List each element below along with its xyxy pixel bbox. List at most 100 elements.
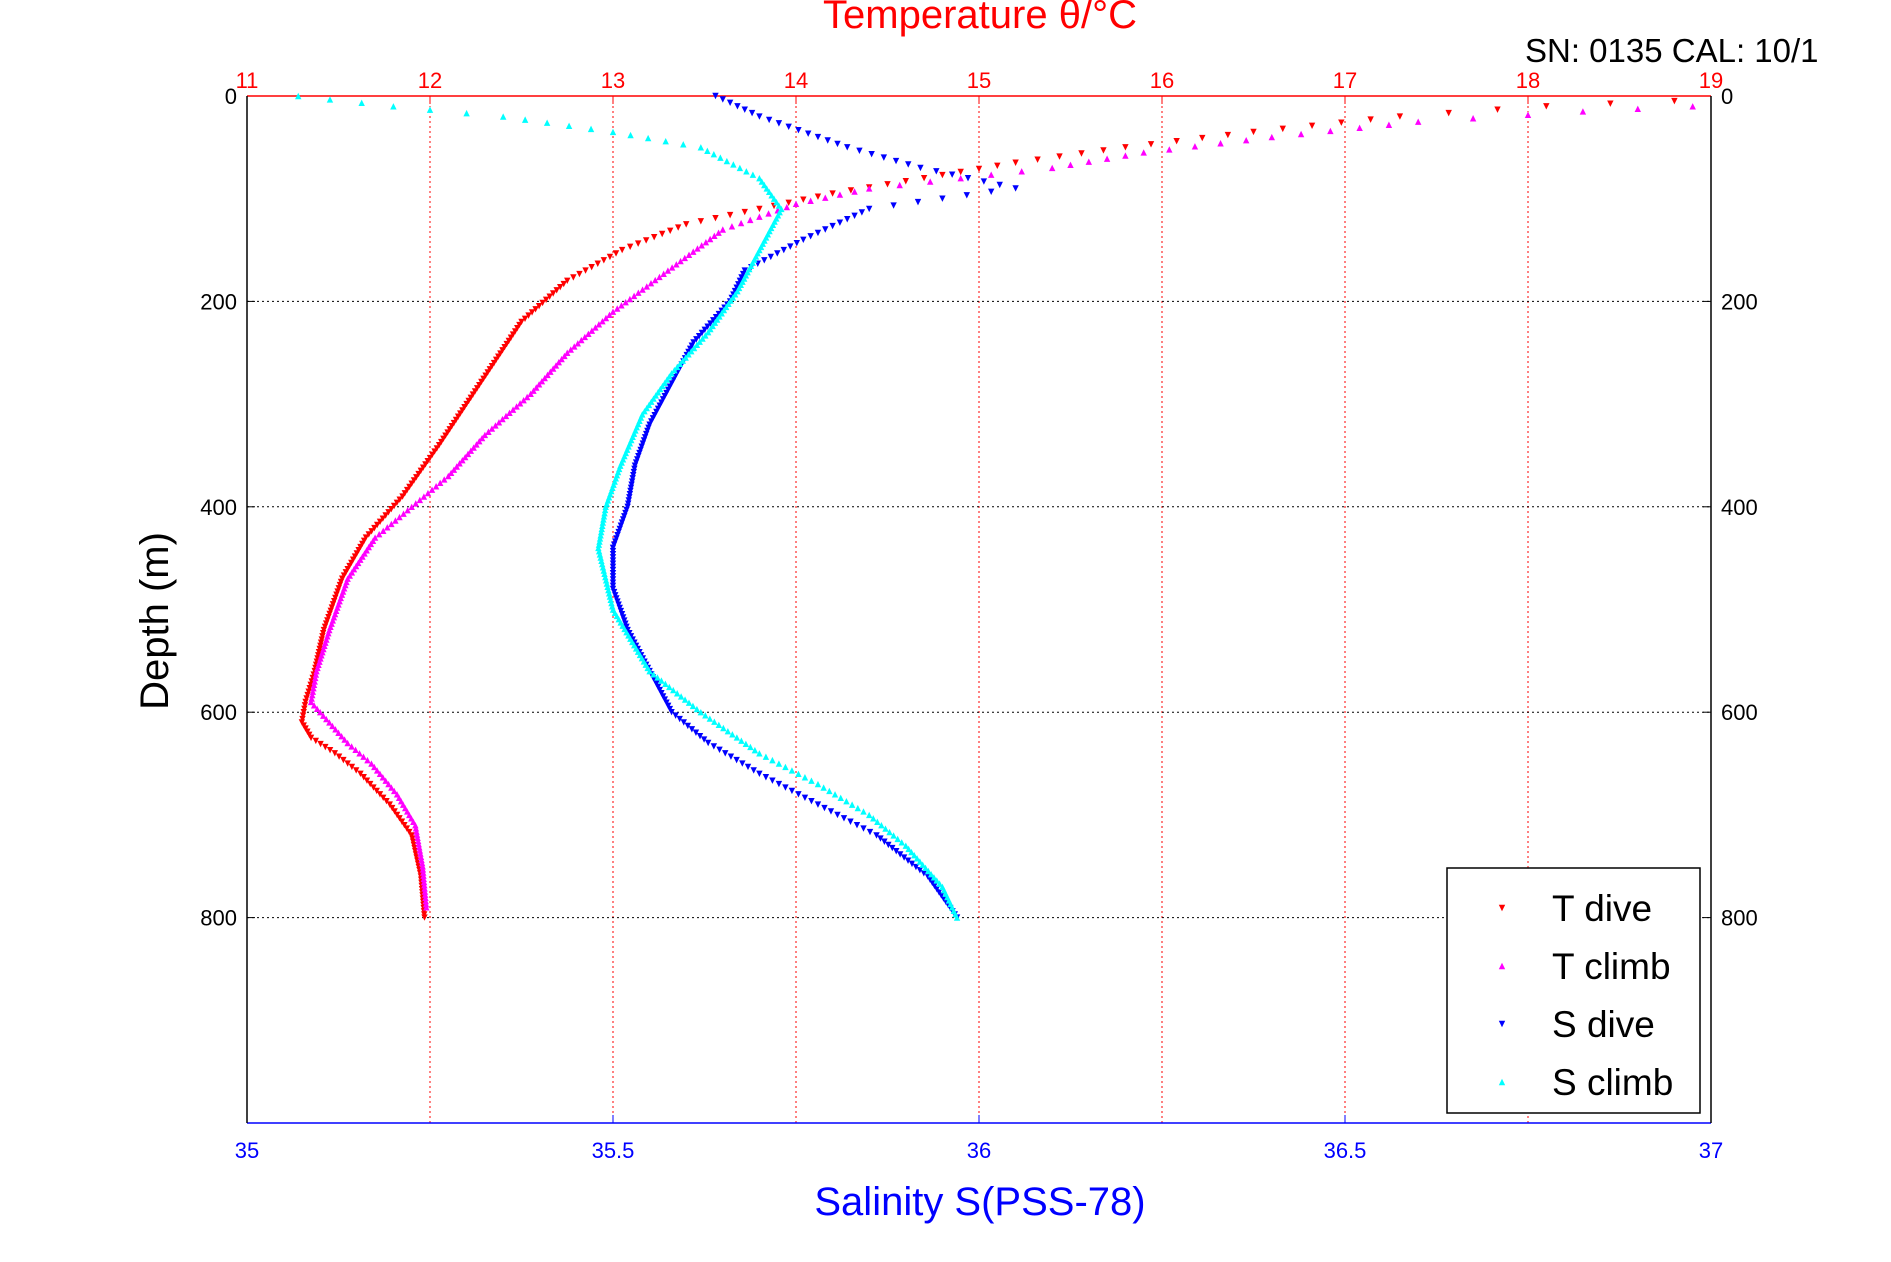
s-dive-point	[722, 750, 729, 757]
t-climb-point	[1166, 146, 1173, 153]
t-climb-point	[335, 729, 342, 736]
t-dive-point	[800, 196, 807, 203]
s-dive-point	[920, 870, 928, 877]
t-climb-point	[420, 872, 427, 879]
t-climb-point	[413, 831, 421, 838]
s-dive-point	[795, 791, 802, 798]
s-climb-point	[681, 696, 689, 703]
s-climb-point	[723, 157, 731, 165]
depth-tick-label: 200	[200, 289, 237, 314]
s-climb-point	[749, 171, 757, 178]
s-dive-point	[801, 794, 809, 801]
t-dive-point	[302, 698, 309, 706]
t-climb-point	[338, 732, 345, 740]
s-climb-point	[676, 360, 684, 368]
t-climb-point	[509, 406, 517, 413]
s-dive-point	[738, 274, 745, 281]
t-climb-point	[547, 368, 554, 375]
s-dive-point	[908, 860, 916, 868]
t-dive-point	[1250, 128, 1257, 136]
t-climb-point	[323, 715, 330, 723]
s-dive-point	[963, 192, 970, 199]
t-dive-point	[373, 787, 380, 795]
chart-title: Temperature θ/°C	[823, 0, 1137, 37]
s-climb-point	[773, 198, 780, 206]
t-dive-point	[1147, 141, 1155, 148]
t-climb-point	[485, 428, 492, 435]
s-dive-point	[800, 236, 807, 243]
s-climb-point	[808, 777, 815, 784]
s-climb-point	[689, 702, 697, 710]
t-dive-point	[697, 218, 705, 225]
s-climb-point	[673, 363, 681, 371]
s-dive-point	[719, 96, 726, 103]
t-climb-point	[461, 453, 469, 461]
t-climb-point	[564, 349, 571, 356]
s-climb-point	[729, 731, 736, 738]
s-dive-point	[905, 161, 912, 168]
t-climb-point	[481, 431, 489, 439]
t-dive-point	[433, 445, 441, 452]
t-climb-point	[719, 226, 726, 233]
s-dive-point	[1012, 185, 1019, 192]
t-climb-point	[506, 409, 513, 416]
s-dive-point	[834, 140, 841, 148]
s-climb-point	[801, 774, 809, 781]
s-climb-point	[650, 671, 657, 678]
t-dive-point	[785, 199, 792, 207]
t-climb-point	[1327, 127, 1334, 135]
s-dive-point	[851, 212, 858, 220]
s-dive-point	[840, 815, 848, 822]
t-dive-point	[884, 181, 891, 188]
t-climb-point	[419, 863, 426, 870]
s-climb-point	[702, 712, 709, 719]
s-climb-point	[654, 674, 661, 681]
t-climb-point	[756, 213, 763, 220]
t-climb-point	[450, 466, 458, 473]
t-climb-point	[523, 393, 531, 401]
s-dive-point	[727, 753, 735, 760]
t-dive-point	[539, 299, 546, 307]
t-dive-point	[429, 451, 436, 459]
t-climb-point	[329, 722, 336, 730]
t-climb-point	[927, 178, 934, 185]
serial-calibration-text: SN: 0135 CAL: 10/1	[1525, 32, 1819, 69]
t-climb-point	[344, 739, 351, 747]
s-dive-point	[762, 774, 770, 781]
legend: T dive T climb S dive S climb	[1446, 867, 1701, 1114]
s-dive-point	[996, 181, 1003, 189]
s-climb-point	[837, 794, 844, 801]
t-dive-point	[325, 614, 332, 621]
s-climb-point	[730, 161, 737, 168]
s-dive-point	[853, 821, 861, 829]
t-dive-point	[324, 617, 331, 624]
s-climb-point	[927, 870, 935, 878]
t-climb-point	[538, 377, 546, 385]
s-climb-point	[326, 96, 334, 103]
t-dive-point	[304, 691, 311, 699]
depth-tick-label-right: 400	[1721, 495, 1758, 520]
s-climb-point	[860, 808, 867, 815]
s-climb-point	[646, 667, 653, 675]
s-climb-point	[688, 347, 695, 355]
t-climb-point	[698, 242, 705, 249]
t-climb-point	[513, 403, 520, 410]
t-climb-point	[388, 784, 395, 791]
t-climb-point	[578, 336, 585, 344]
s-dive-point	[814, 133, 822, 141]
s-climb-point	[662, 680, 669, 687]
s-climb-point	[848, 801, 856, 808]
t-dive-point	[396, 815, 403, 822]
legend-marker-t-dive	[1498, 904, 1506, 912]
t-dive-point	[535, 302, 543, 310]
s-dive-point	[866, 828, 874, 836]
s-dive-point	[808, 798, 815, 805]
t-climb-point	[609, 308, 617, 315]
t-climb-point	[558, 355, 565, 363]
t-climb-point	[668, 264, 676, 271]
t-dive-point	[326, 746, 334, 754]
s-climb-point	[670, 686, 677, 694]
s-climb-point	[769, 756, 776, 764]
s-dive-point	[734, 103, 741, 110]
s-climb-point	[696, 338, 703, 345]
